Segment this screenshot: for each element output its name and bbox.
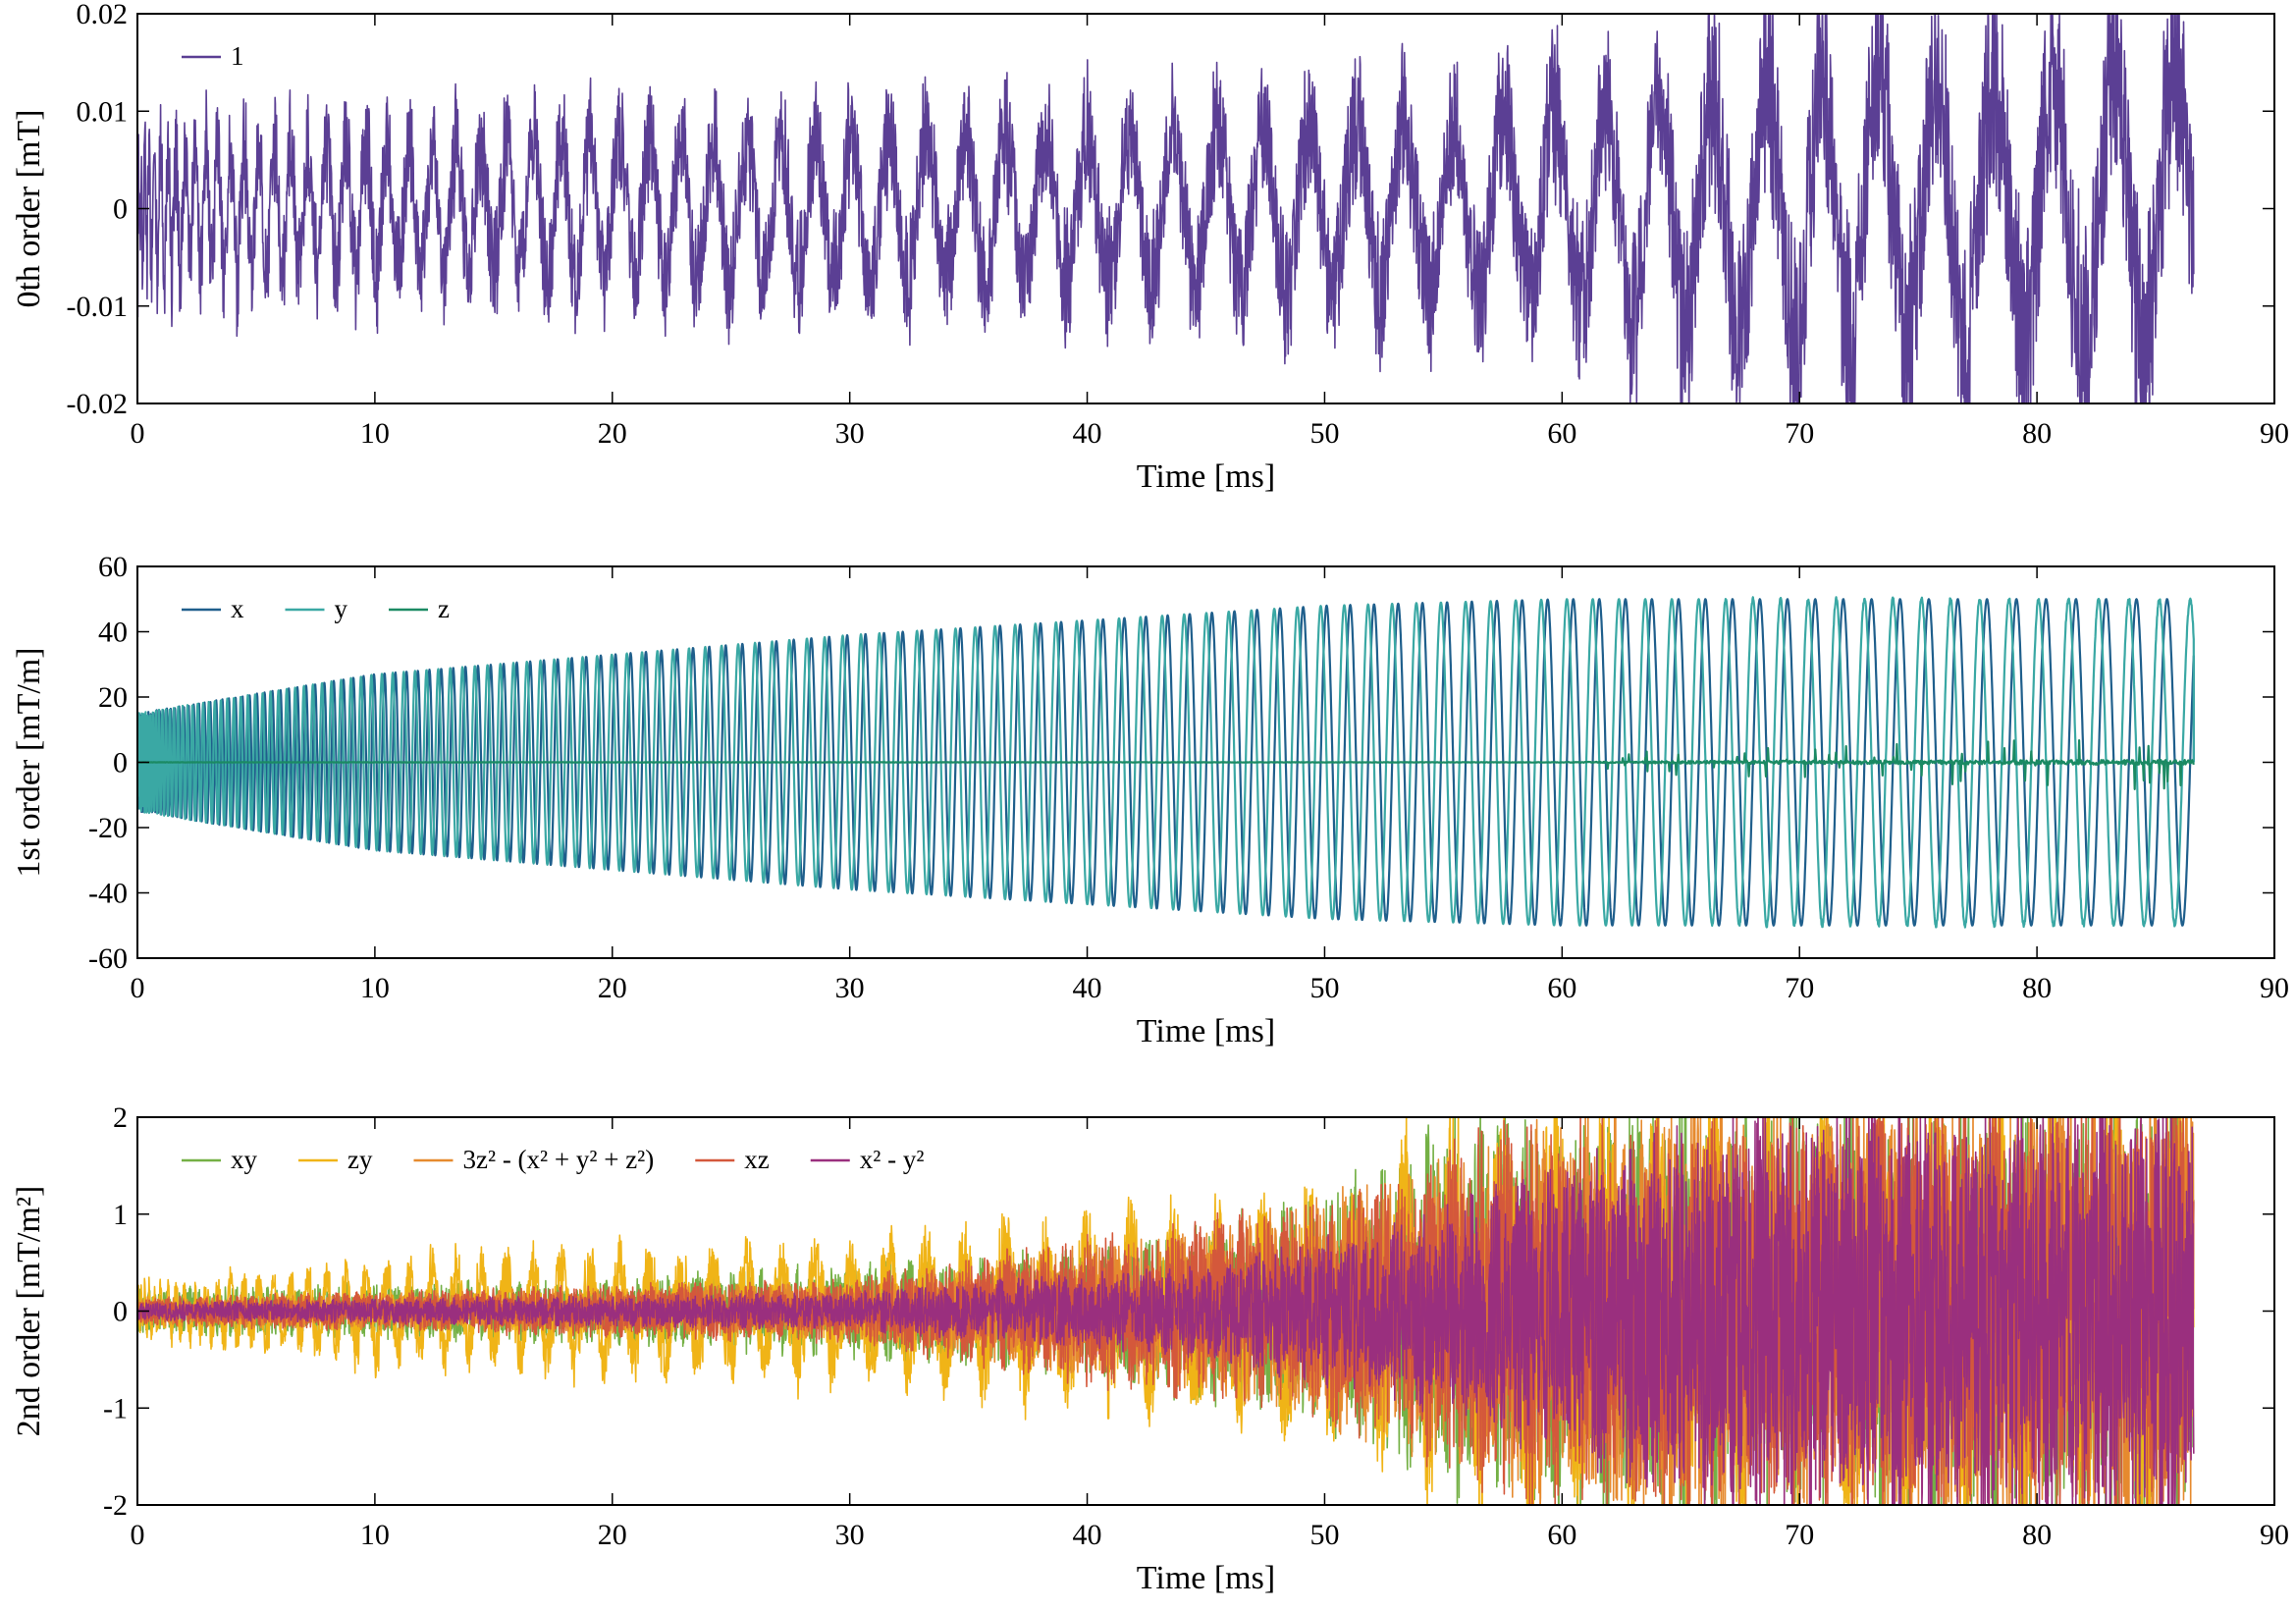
- legend-entry: xz: [744, 1145, 770, 1174]
- series-line-x² - y²: [137, 1117, 2195, 1505]
- x-tick-label: 10: [360, 1519, 390, 1551]
- y-tick-label: -0.02: [67, 388, 129, 420]
- y-tick-label: 60: [98, 551, 128, 583]
- x-tick-label: 10: [360, 972, 390, 1004]
- x-tick-label: 0: [131, 1519, 145, 1551]
- y-axis-label: 1st order [mT/m]: [11, 647, 47, 877]
- x-tick-label: 20: [598, 1519, 627, 1551]
- legend: x y z: [182, 594, 450, 623]
- y-tick-label: -40: [88, 878, 128, 910]
- y-tick-label: 0: [113, 747, 128, 779]
- y-tick-label: 0.02: [77, 0, 129, 30]
- x-tick-label: 90: [2260, 417, 2289, 450]
- series-group: [137, 14, 2195, 403]
- y-axis-label: 0th order [mT]: [11, 109, 47, 307]
- legend-entry: y: [335, 594, 348, 623]
- y-tick-label: 40: [98, 617, 128, 649]
- x-tick-label: 60: [1547, 417, 1576, 450]
- legend-entry: x: [231, 594, 244, 623]
- x-tick-label: 20: [598, 972, 627, 1004]
- panel-0: 0 10 20 30 40 50 60 70 80 90 0.02 0.01 0 -0.01 -0.02 Ti…: [11, 0, 2289, 495]
- panel-1: 0 10 20 30 40 50 60 70 80 90 60 40 20 0 -20 -40 -60 Time …: [11, 551, 2289, 1049]
- x-tick-label: 50: [1309, 972, 1339, 1004]
- x-tick-label: 80: [2022, 417, 2052, 450]
- x-tick-label: 60: [1547, 1519, 1576, 1551]
- x-tick-label: 80: [2022, 1519, 2052, 1551]
- series-line-x: [137, 598, 2195, 927]
- series-line-z: [137, 739, 2195, 790]
- y-tick-label: 0: [113, 1296, 128, 1328]
- legend-entry: 1: [231, 41, 244, 71]
- legend-entry: 3z² - (x² + y² + z²): [462, 1145, 654, 1174]
- series-group: [137, 596, 2195, 929]
- y-tick-label: -1: [103, 1392, 128, 1424]
- x-tick-label: 10: [360, 417, 390, 450]
- legend-entry: xy: [231, 1145, 258, 1174]
- y-tick-label: -2: [103, 1489, 128, 1522]
- x-axis-label: Time [ms]: [1137, 458, 1275, 495]
- y-axis-label: 2nd order [mT/m²]: [11, 1186, 47, 1437]
- x-tick-label: 30: [835, 972, 865, 1004]
- legend-entry: x² - y²: [860, 1145, 925, 1174]
- x-tick-label: 60: [1547, 972, 1576, 1004]
- series-group: [137, 1117, 2195, 1505]
- x-tick-label: 40: [1073, 1519, 1102, 1551]
- y-tick-label: 0.01: [77, 95, 129, 128]
- y-tick-label: 2: [113, 1101, 128, 1134]
- x-tick-label: 30: [835, 1519, 865, 1551]
- y-tick-label: 1: [113, 1199, 128, 1231]
- y-tick-label: -20: [88, 812, 128, 844]
- legend-entry: zy: [347, 1145, 373, 1174]
- y-tick-label: -0.01: [67, 291, 129, 323]
- y-tick-label: 20: [98, 681, 128, 714]
- x-tick-label: 40: [1073, 417, 1102, 450]
- x-tick-label: 70: [1785, 1519, 1814, 1551]
- x-tick-label: 40: [1073, 972, 1102, 1004]
- x-tick-label: 0: [131, 972, 145, 1004]
- y-tick-label: -60: [88, 942, 128, 975]
- legend-entry: z: [438, 594, 450, 623]
- y-tick-label: 0: [113, 193, 128, 226]
- x-tick-label: 90: [2260, 972, 2289, 1004]
- x-tick-label: 80: [2022, 972, 2052, 1004]
- series-line-y: [137, 596, 2195, 929]
- x-tick-label: 20: [598, 417, 627, 450]
- legend: xy zy 3z² - (x² + y² + z²) xz x² - y²: [182, 1145, 924, 1174]
- x-tick-label: 0: [131, 417, 145, 450]
- x-tick-label: 50: [1309, 417, 1339, 450]
- x-axis-label: Time [ms]: [1137, 1013, 1275, 1049]
- x-tick-label: 30: [835, 417, 865, 450]
- x-axis-label: Time [ms]: [1137, 1560, 1275, 1596]
- series-line-1: [137, 14, 2195, 403]
- x-tick-label: 50: [1309, 1519, 1339, 1551]
- x-tick-label: 70: [1785, 972, 1814, 1004]
- x-tick-label: 90: [2260, 1519, 2289, 1551]
- x-tick-label: 70: [1785, 417, 1814, 450]
- legend: 1: [182, 41, 244, 71]
